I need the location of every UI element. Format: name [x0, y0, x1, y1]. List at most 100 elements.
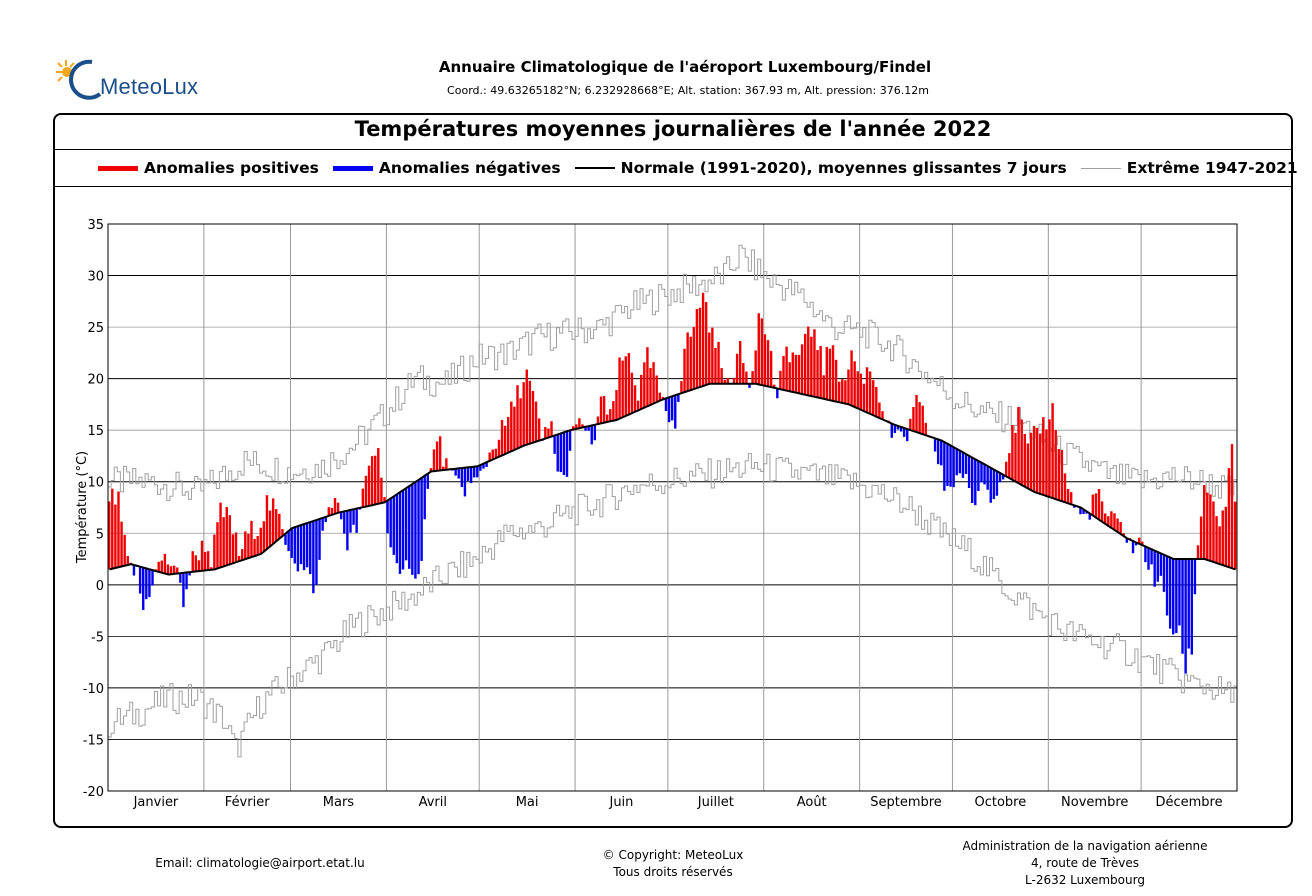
- anomaly-bar-negative: [670, 396, 674, 421]
- anomaly-bar-negative: [565, 431, 569, 477]
- anomaly-bar-positive: [1212, 501, 1215, 563]
- anomaly-bar-positive: [435, 441, 439, 471]
- anomaly-bar-positive: [503, 425, 507, 454]
- anomaly-bar-positive: [794, 354, 798, 393]
- anomaly-bar-negative: [1187, 559, 1190, 649]
- anomaly-bar-negative: [148, 569, 151, 598]
- anomaly-bar-positive: [275, 509, 278, 541]
- anomaly-bar-negative: [933, 438, 937, 452]
- anomaly-bar-positive: [1100, 501, 1104, 522]
- anomaly-bar-positive: [500, 419, 504, 456]
- anomaly-bar-negative: [1001, 474, 1005, 480]
- anomaly-bar-positive: [683, 348, 686, 393]
- x-tick-label: Novembre: [1061, 795, 1128, 810]
- anomaly-bar-negative: [1125, 538, 1129, 543]
- title-separator: [54, 149, 1292, 150]
- anomaly-bar-negative: [980, 462, 983, 483]
- anomaly-bar-positive: [206, 551, 210, 571]
- anomaly-bar-positive: [751, 371, 754, 384]
- anomaly-bar-negative: [1131, 541, 1135, 554]
- anomaly-bar-positive: [1209, 494, 1212, 562]
- anomaly-bar-positive: [442, 466, 445, 471]
- legend-item-negative: Anomalies négatives: [332, 159, 561, 177]
- anomaly-bar-positive: [853, 361, 856, 408]
- anomaly-bar-positive: [915, 394, 918, 433]
- legend-swatch-negative: [332, 165, 373, 171]
- anomaly-bar-positive: [216, 522, 219, 569]
- anomaly-bar-positive: [1045, 429, 1048, 497]
- anomaly-bar-positive: [782, 355, 785, 390]
- y-tick-label: 30: [87, 270, 104, 285]
- anomaly-bar-positive: [596, 416, 600, 424]
- anomaly-bar-negative: [404, 487, 408, 561]
- anomaly-bar-negative: [302, 523, 306, 571]
- x-tick-label: Juin: [608, 795, 633, 810]
- anomaly-bar-positive: [507, 416, 510, 453]
- anomaly-bar-positive: [769, 350, 773, 388]
- anomaly-bar-negative: [485, 462, 488, 467]
- anomaly-bar-negative: [386, 500, 389, 534]
- anomaly-bar-positive: [268, 510, 272, 547]
- anomaly-bar-negative: [890, 423, 893, 438]
- anomaly-bar-negative: [1175, 559, 1178, 634]
- anomaly-bar-negative: [408, 485, 411, 569]
- footer-copyright: © Copyright: MeteoLux Tous droits réserv…: [560, 847, 786, 881]
- anomaly-bar-positive: [701, 292, 705, 386]
- x-tick-label: Août: [797, 795, 827, 810]
- anomaly-bar-positive: [909, 418, 912, 431]
- anomaly-bar-positive: [813, 329, 816, 397]
- anomaly-bar-positive: [494, 448, 498, 459]
- y-tick-label: 0: [96, 579, 104, 594]
- anomaly-bar-positive: [739, 341, 742, 384]
- anomaly-bar-positive: [210, 567, 213, 570]
- anomaly-bar-positive: [265, 495, 269, 549]
- anomaly-bar-positive: [1063, 473, 1067, 503]
- anomaly-bar-negative: [185, 572, 188, 590]
- anomaly-bar-negative: [1085, 511, 1088, 514]
- anomaly-bar-negative: [182, 572, 185, 608]
- anomaly-bar-negative: [977, 461, 980, 491]
- legend-label: Anomalies négatives: [378, 159, 561, 177]
- anomaly-bar-negative: [949, 445, 952, 487]
- anomaly-bar-positive: [525, 369, 528, 445]
- anomaly-bar-negative: [352, 509, 355, 525]
- chart-title: Températures moyennes journalières de l'…: [354, 117, 992, 141]
- anomaly-bar-positive: [757, 313, 760, 385]
- anomaly-bar-positive: [859, 373, 863, 410]
- anomaly-bar-positive: [609, 409, 612, 422]
- x-tick-label: Avril: [419, 795, 447, 810]
- anomaly-bar-negative: [1190, 559, 1194, 655]
- anomaly-bar-negative: [315, 519, 318, 585]
- anomaly-bar-positive: [872, 380, 875, 416]
- anomaly-bar-positive: [704, 301, 708, 385]
- anomaly-bar-positive: [742, 362, 745, 384]
- anomaly-bar-negative: [389, 498, 392, 548]
- station-coordinates: Coord.: 49.63265182°N; 6.232928668°E; Al…: [447, 84, 929, 97]
- anomaly-bar-positive: [868, 371, 872, 415]
- anomaly-bar-positive: [602, 396, 606, 423]
- anomaly-bar-positive: [711, 327, 714, 384]
- anomaly-bar-positive: [695, 309, 699, 388]
- anomaly-bar-positive: [918, 402, 921, 434]
- legend-item-positive: Anomalies positives: [98, 159, 319, 177]
- anomaly-bar-positive: [847, 369, 850, 405]
- anomaly-bar-positive: [658, 392, 661, 401]
- anomaly-bar-negative: [989, 467, 992, 503]
- anomaly-bar-positive: [1060, 449, 1064, 502]
- anomaly-bar-positive: [1221, 510, 1224, 566]
- anomaly-bar-negative: [940, 440, 943, 466]
- anomaly-bar-negative: [293, 527, 296, 564]
- anomaly-bar-negative: [964, 454, 968, 474]
- anomaly-bar-positive: [878, 402, 881, 419]
- anomaly-bar-positive: [1199, 516, 1203, 560]
- anomaly-bar-positive: [225, 507, 228, 566]
- anomaly-bar-positive: [649, 367, 652, 405]
- anomaly-bar-positive: [837, 381, 841, 403]
- anomaly-bar-negative: [138, 566, 142, 594]
- anomaly-bar-positive: [1039, 433, 1042, 495]
- legend-swatch-extreme: [1080, 167, 1121, 169]
- anomaly-bar-positive: [1066, 488, 1070, 504]
- logo-text: MeteoLux: [100, 74, 199, 99]
- anomaly-bar-positive: [785, 346, 788, 391]
- anomaly-bar-negative: [946, 443, 949, 486]
